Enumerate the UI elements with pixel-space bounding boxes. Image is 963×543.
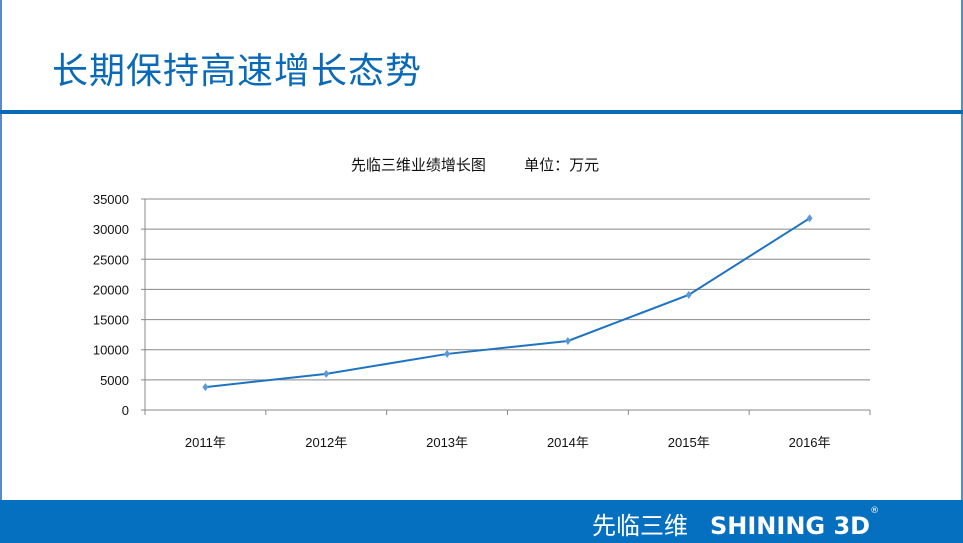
data-point-marker: [202, 383, 209, 392]
y-tick-label: 20000: [93, 282, 129, 297]
y-tick-label: 5000: [100, 373, 129, 388]
y-tick-label: 35000: [93, 192, 129, 207]
y-tick-label: 30000: [93, 222, 129, 237]
series-line: [205, 217, 811, 389]
title-divider: [0, 110, 963, 114]
left-border: [0, 0, 2, 500]
slide-title: 长期保持高速增长态势: [52, 51, 423, 92]
x-tick-label: 2011年: [185, 435, 226, 450]
x-tick-label: 2013年: [426, 435, 468, 450]
data-point-marker: [806, 214, 813, 223]
x-tick-label: 2012年: [305, 435, 347, 450]
data-point-marker: [685, 290, 692, 299]
x-tick-label: 2014年: [547, 435, 589, 450]
y-tick-label: 15000: [93, 313, 129, 328]
y-tick-label: 0: [122, 403, 129, 418]
y-tick-label: 25000: [93, 252, 129, 267]
x-tick-label: 2015年: [668, 435, 710, 450]
right-border: [961, 0, 963, 500]
chart-title: 先临三维业绩增长图 单位：万元: [351, 156, 599, 174]
footer-bar: [0, 500, 963, 543]
line-chart: 先临三维业绩增长图 单位：万元 0 5000 10000 15000 20000 2500…: [93, 156, 871, 450]
y-tick-label: 10000: [93, 343, 129, 358]
x-tick-label: 2016年: [789, 435, 831, 450]
company-logo: 先临三维 SHINING 3D®: [592, 506, 880, 540]
data-point-marker: [564, 336, 571, 345]
data-point-marker: [444, 349, 451, 358]
data-point-marker: [323, 369, 330, 378]
